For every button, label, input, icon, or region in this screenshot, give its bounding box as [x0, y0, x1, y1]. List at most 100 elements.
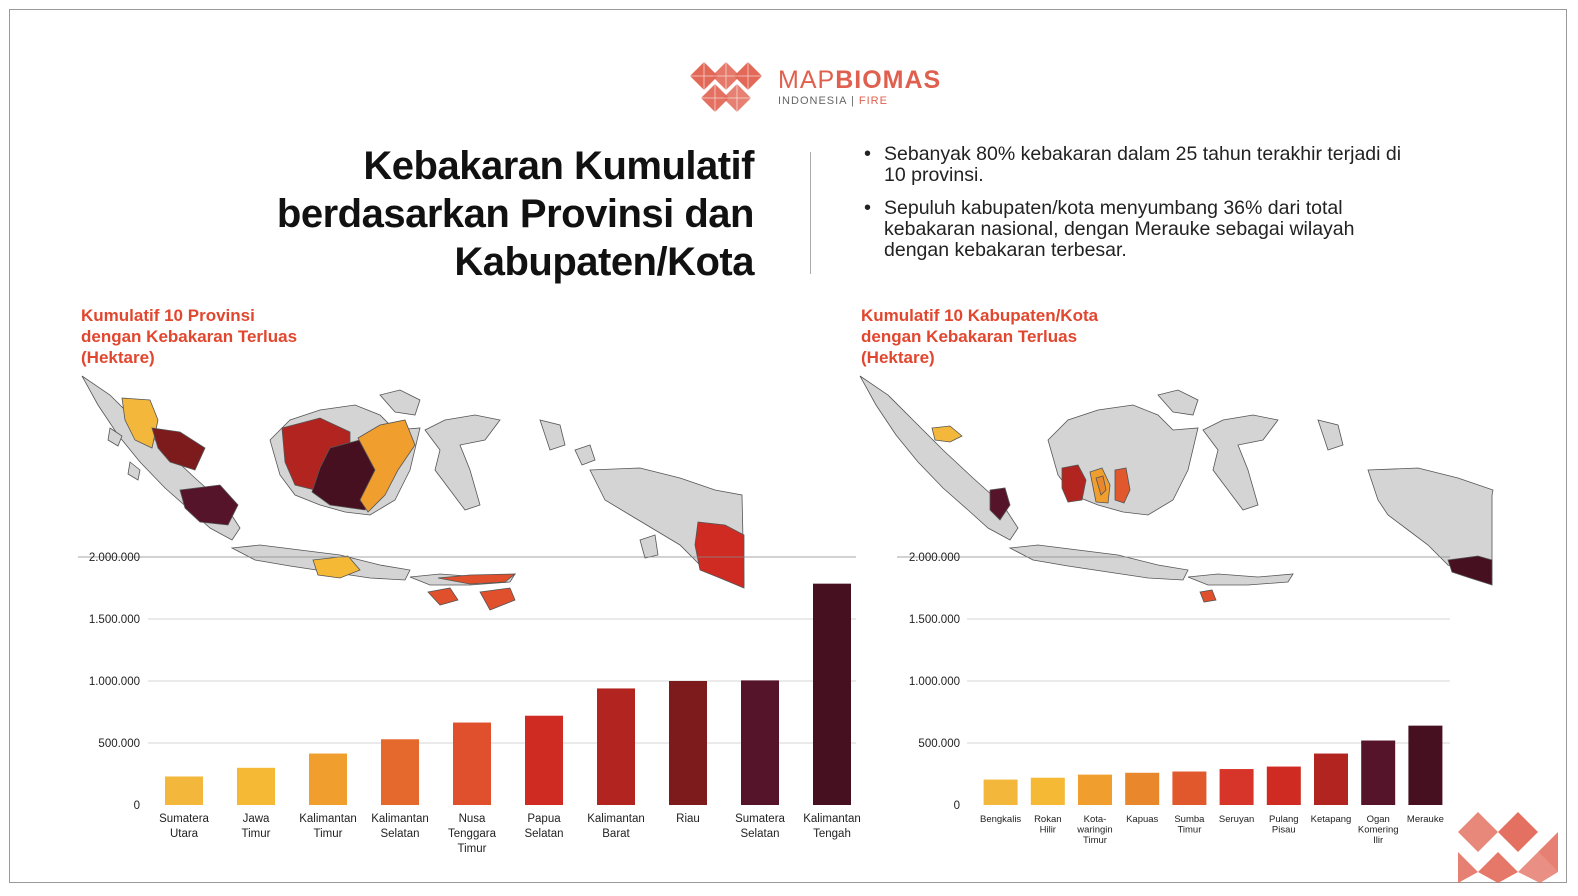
x-tick-label-line: Nusa — [459, 813, 486, 825]
title-line: Kabupaten/Kota — [454, 240, 754, 284]
bar — [1266, 766, 1301, 805]
x-tick-label-line: Barat — [602, 828, 630, 840]
x-tick-label: Kalimantan Timur — [299, 813, 357, 840]
x-tick-label: Papua Selatan — [524, 813, 563, 840]
x-tick-label: Riau — [676, 813, 700, 825]
x-tick-label: Pulang Pisau — [1269, 814, 1299, 836]
title-line: Kebakaran Kumulatif — [363, 144, 754, 188]
x-tick-label-line: Seruyan — [1219, 814, 1254, 825]
x-tick-label-line: waringin — [1076, 825, 1112, 836]
x-tick-label: Seruyan — [1219, 814, 1254, 825]
x-tick-label-line: Komering — [1358, 825, 1399, 836]
x-tick-label-line: Tengah — [813, 828, 851, 840]
y-tick-label: 2.000.000 — [89, 552, 140, 564]
x-tick-label-line: Jawa — [243, 813, 270, 825]
map-provinsi — [81, 375, 745, 611]
bar — [669, 681, 707, 805]
bullet-item: Sepuluh kabupaten/kota menyumbang 36% da… — [862, 198, 1402, 261]
x-tick-label-line: Timur — [314, 828, 343, 840]
x-tick-label-line: Pisau — [1272, 825, 1296, 836]
x-tick-label: Jawa Timur — [242, 813, 271, 840]
x-tick-label: Kota-waringin Timur — [1076, 814, 1112, 846]
y-tick-label: 1.000.000 — [909, 676, 960, 688]
bar — [1125, 772, 1160, 805]
x-tick-label-line: Selatan — [524, 828, 563, 840]
x-tick-label: Ketapang — [1311, 814, 1352, 825]
x-tick-label-line: Kalimantan — [371, 813, 429, 825]
x-tick-label: Nusa Tenggara Timur — [448, 813, 497, 855]
x-tick-label-line: Ilir — [1373, 835, 1383, 846]
title-divider — [810, 152, 811, 274]
chart-title-line: Kumulatif 10 Provinsi — [81, 306, 255, 325]
x-tick-label: Kalimantan Barat — [587, 813, 645, 840]
bar — [1078, 774, 1112, 805]
bar — [1314, 753, 1348, 805]
bar — [1172, 771, 1207, 805]
x-tick-label-line: Utara — [170, 828, 199, 840]
x-tick-label-line: Selatan — [380, 828, 419, 840]
x-tick-label-line: Kalimantan — [803, 813, 861, 825]
x-tick-label: Sumatera Selatan — [735, 813, 785, 840]
x-tick-label: Bengkalis — [980, 814, 1021, 825]
y-tick-label: 1.500.000 — [909, 614, 960, 626]
x-tick-label: Sumatera Utara — [159, 813, 209, 840]
bar — [1219, 769, 1254, 805]
x-tick-label-line: Selatan — [740, 828, 779, 840]
bar — [983, 779, 1018, 805]
x-tick-label-line: Timur — [242, 828, 271, 840]
bar — [1361, 740, 1396, 805]
title-line: berdasarkan Provinsi dan — [276, 192, 755, 236]
bar — [813, 583, 851, 805]
bar — [741, 680, 779, 805]
x-tick-label: Merauke — [1407, 814, 1444, 825]
bar — [309, 753, 347, 805]
x-tick-label-line: Timur — [1083, 835, 1107, 846]
x-tick-label-line: Kapuas — [1126, 814, 1158, 825]
logo-diamond-icon — [690, 62, 762, 112]
x-tick-label-line: Sumatera — [735, 813, 785, 825]
x-tick-label-line: Tenggara — [448, 828, 497, 840]
x-tick-label-line: Bengkalis — [980, 814, 1021, 825]
x-tick-label-line: Rokan — [1034, 814, 1061, 825]
y-tick-label: 1.500.000 — [89, 614, 140, 626]
x-tick-label-line: Papua — [527, 813, 561, 825]
chart-title-provinsi: Kumulatif 10 Provinsi dengan Kebakaran T… — [81, 305, 297, 368]
bar — [1030, 777, 1065, 805]
bar — [237, 767, 275, 805]
x-tick-label-line: Riau — [676, 813, 700, 825]
x-tick-label-line: Hilir — [1040, 825, 1056, 836]
y-tick-label: 2.000.000 — [909, 552, 960, 564]
y-tick-label: 500.000 — [98, 738, 140, 750]
y-tick-label: 0 — [954, 800, 960, 812]
x-tick-label: Sumba Timur — [1174, 814, 1205, 836]
x-tick-label-line: Sumatera — [159, 813, 209, 825]
y-tick-label: 500.000 — [918, 738, 960, 750]
bar — [453, 722, 491, 805]
x-tick-label-line: Sumba — [1174, 814, 1205, 825]
x-tick-label-line: Timur — [458, 843, 487, 855]
chart-title-line: dengan Kebakaran Terluas — [861, 327, 1078, 346]
x-tick-label: Kalimantan Selatan — [371, 813, 429, 840]
bar — [597, 688, 635, 805]
x-tick-label: Ogan Komering Ilir — [1358, 814, 1399, 846]
x-tick-label-line: Kota- — [1084, 814, 1107, 825]
chart-title-kabupaten: Kumulatif 10 Kabupaten/Kota dengan Kebak… — [861, 305, 1098, 368]
y-tick-label: 0 — [134, 800, 140, 812]
corner-pattern-icon — [1458, 812, 1558, 883]
x-tick-label-line: Kalimantan — [587, 813, 645, 825]
page-title: Kebakaran Kumulatif berdasarkan Provinsi… — [200, 142, 755, 286]
x-tick-label: Kalimantan Tengah — [803, 813, 861, 840]
bullet-item: Sebanyak 80% kebakaran dalam 25 tahun te… — [862, 144, 1402, 186]
chart-title-line: (Hektare) — [81, 348, 155, 367]
x-tick-label-line: Ogan — [1367, 814, 1390, 825]
mapbiomas-logo: MAPBIOMAS INDONESIA | FIRE — [688, 60, 940, 116]
bar — [165, 776, 203, 805]
x-tick-label-line: Timur — [1177, 825, 1201, 836]
map-kabupaten — [859, 375, 1494, 603]
chart-title-line: (Hektare) — [861, 348, 935, 367]
bar — [525, 715, 563, 805]
x-tick-label-line: Merauke — [1407, 814, 1444, 825]
logo-subtitle: INDONESIA | FIRE — [778, 95, 888, 107]
bar-chart-provinsi: 0 500.000 1.000.000 1.500.000 2.000.000 Sumat… — [78, 552, 861, 855]
